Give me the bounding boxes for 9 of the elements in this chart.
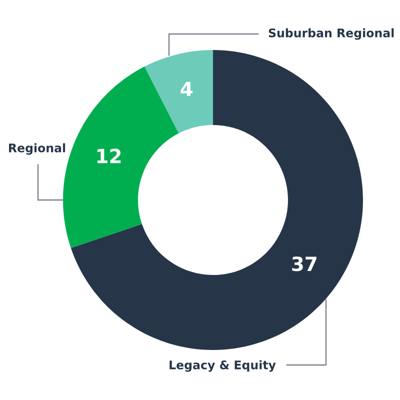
donut-slice (63, 66, 179, 248)
data-label: 12 (97, 148, 121, 164)
slice-label: Regional (9, 143, 66, 155)
slice-label: Suburban Regional (268, 28, 394, 40)
data-label: 4 (180, 82, 192, 96)
donut-slice (144, 50, 213, 134)
donut-slice (70, 50, 363, 350)
data-label: 37 (292, 256, 316, 272)
slice-label: Legacy & Equity (170, 360, 276, 372)
